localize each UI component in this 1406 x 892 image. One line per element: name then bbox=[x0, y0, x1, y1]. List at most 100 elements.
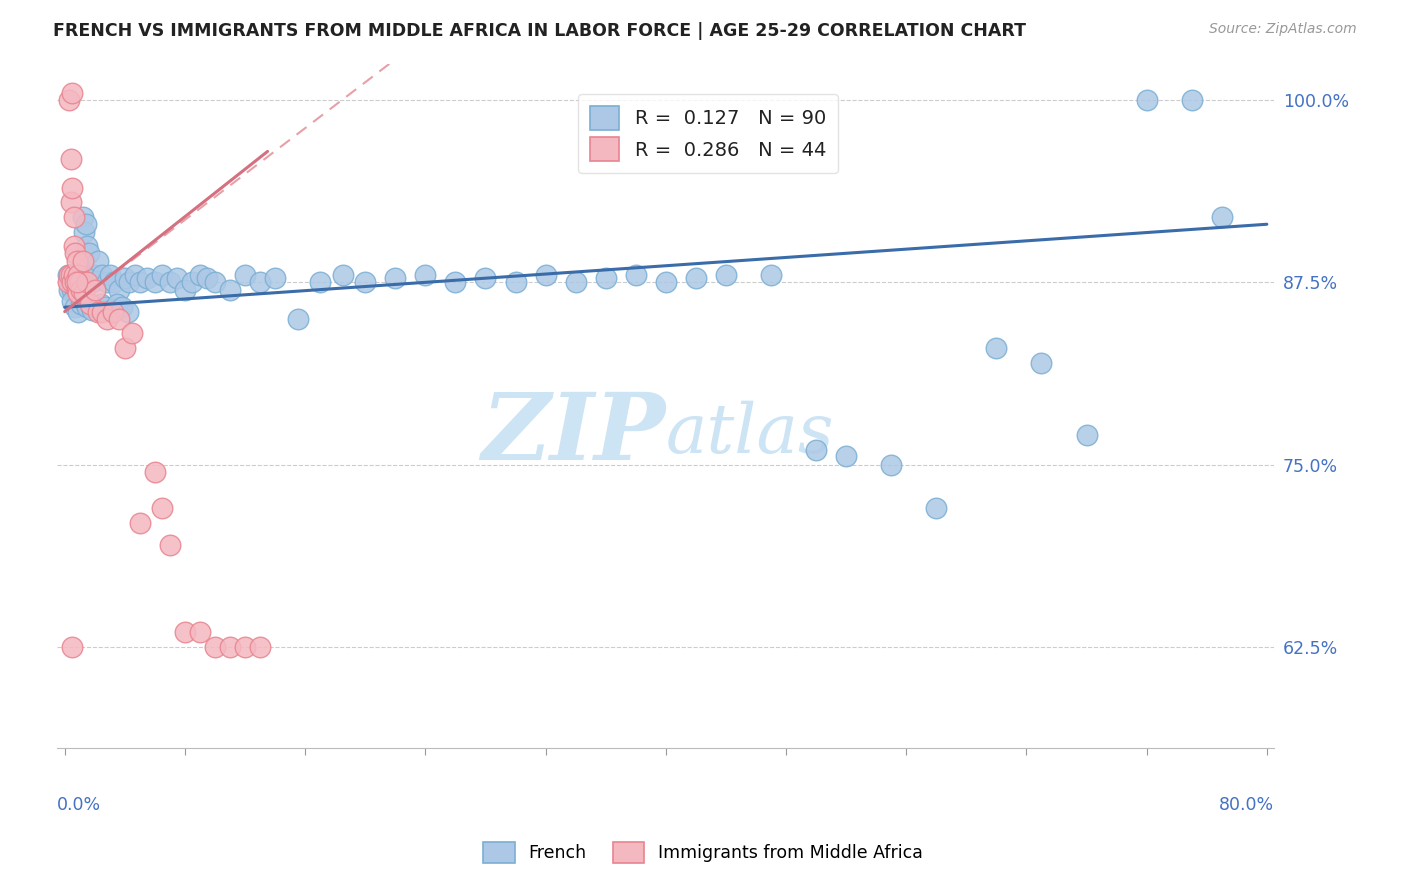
Point bbox=[714, 268, 737, 283]
Point bbox=[101, 304, 124, 318]
Point bbox=[67, 268, 90, 283]
Point bbox=[58, 283, 80, 297]
Text: 0.0%: 0.0% bbox=[58, 797, 101, 814]
Point bbox=[564, 276, 586, 290]
Point bbox=[56, 268, 79, 283]
Point bbox=[72, 253, 94, 268]
Point bbox=[94, 300, 117, 314]
Point bbox=[79, 297, 101, 311]
Point bbox=[309, 276, 332, 290]
Point bbox=[59, 276, 82, 290]
Point bbox=[114, 271, 136, 285]
Point bbox=[80, 276, 103, 290]
Point bbox=[91, 268, 114, 283]
Point bbox=[128, 276, 150, 290]
Point bbox=[197, 271, 219, 285]
Point bbox=[1031, 355, 1053, 369]
Point bbox=[59, 268, 82, 283]
Point bbox=[96, 312, 118, 326]
Point bbox=[117, 304, 139, 318]
Point bbox=[143, 465, 166, 479]
Point bbox=[505, 276, 527, 290]
Point bbox=[67, 283, 90, 297]
Point bbox=[759, 268, 782, 283]
Point bbox=[59, 268, 82, 283]
Point bbox=[63, 300, 86, 314]
Point bbox=[174, 283, 197, 297]
Point bbox=[90, 297, 112, 311]
Point bbox=[124, 268, 146, 283]
Point bbox=[76, 239, 98, 253]
Point bbox=[249, 640, 271, 654]
Point bbox=[100, 303, 122, 318]
Point bbox=[188, 268, 211, 283]
Point bbox=[103, 276, 125, 290]
Point bbox=[69, 276, 91, 290]
Point bbox=[58, 94, 80, 108]
Point bbox=[204, 276, 226, 290]
Point bbox=[1211, 210, 1233, 224]
Point bbox=[233, 640, 256, 654]
Point bbox=[925, 501, 948, 516]
Point bbox=[60, 276, 83, 290]
Point bbox=[1136, 94, 1159, 108]
Point bbox=[72, 210, 94, 224]
Point bbox=[219, 640, 242, 654]
Point bbox=[70, 297, 93, 311]
Point bbox=[83, 283, 105, 297]
Point bbox=[73, 294, 96, 309]
Point bbox=[264, 271, 287, 285]
Point bbox=[188, 625, 211, 640]
Point bbox=[534, 268, 557, 283]
Point bbox=[59, 152, 82, 166]
Point bbox=[96, 276, 118, 290]
Point bbox=[75, 217, 97, 231]
Point bbox=[70, 276, 93, 290]
Point bbox=[354, 276, 377, 290]
Point bbox=[69, 268, 91, 283]
Text: 80.0%: 80.0% bbox=[1219, 797, 1274, 814]
Point bbox=[59, 195, 82, 210]
Point bbox=[62, 210, 84, 224]
Legend: French, Immigrants from Middle Africa: French, Immigrants from Middle Africa bbox=[477, 835, 929, 870]
Point bbox=[415, 268, 437, 283]
Point bbox=[62, 268, 84, 283]
Point bbox=[66, 283, 89, 297]
Point bbox=[77, 246, 100, 260]
Point bbox=[60, 181, 83, 195]
Point bbox=[63, 276, 86, 290]
Point bbox=[60, 640, 83, 654]
Point bbox=[73, 225, 96, 239]
Point bbox=[83, 268, 105, 283]
Point bbox=[107, 312, 129, 326]
Point bbox=[233, 268, 256, 283]
Point bbox=[60, 283, 83, 297]
Point bbox=[80, 303, 103, 318]
Text: atlas: atlas bbox=[666, 401, 834, 467]
Point bbox=[880, 458, 903, 472]
Point bbox=[150, 501, 173, 516]
Point bbox=[332, 268, 354, 283]
Point bbox=[66, 253, 89, 268]
Point bbox=[60, 294, 83, 309]
Point bbox=[62, 239, 84, 253]
Point bbox=[66, 271, 89, 285]
Point bbox=[66, 276, 89, 290]
Point bbox=[63, 246, 86, 260]
Point bbox=[105, 297, 128, 311]
Y-axis label: In Labor Force | Age 25-29: In Labor Force | Age 25-29 bbox=[0, 297, 8, 516]
Point bbox=[87, 304, 110, 318]
Point bbox=[204, 640, 226, 654]
Point bbox=[62, 268, 84, 283]
Point bbox=[56, 276, 79, 290]
Point bbox=[66, 276, 89, 290]
Point bbox=[84, 300, 107, 314]
Point bbox=[58, 268, 80, 283]
Point bbox=[121, 326, 143, 341]
Point bbox=[804, 442, 827, 457]
Point bbox=[70, 283, 93, 297]
Point bbox=[150, 268, 173, 283]
Point bbox=[624, 268, 647, 283]
Point bbox=[595, 271, 617, 285]
Point bbox=[986, 341, 1008, 355]
